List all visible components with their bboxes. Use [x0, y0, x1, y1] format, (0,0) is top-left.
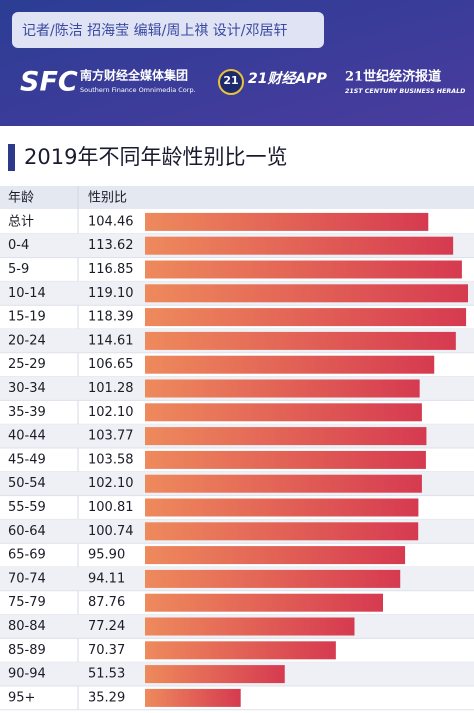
logo-name: 21世纪经济报道	[345, 69, 441, 85]
bar	[145, 474, 422, 493]
category-label: 50-54	[8, 476, 46, 491]
bar	[145, 688, 241, 707]
bar	[145, 450, 426, 469]
value-label: 119.10	[88, 286, 134, 301]
credits-pill	[12, 12, 324, 48]
value-label: 95.90	[88, 548, 125, 563]
bar	[145, 522, 419, 541]
category-label: 25-29	[8, 357, 46, 372]
logo-english: Southern Finance Omnimedia Corp.	[80, 86, 196, 94]
category-label: 30-34	[8, 381, 46, 396]
value-label: 100.81	[88, 500, 134, 515]
bar	[145, 260, 462, 279]
column-header: 年龄	[8, 191, 34, 206]
category-label: 75-79	[8, 595, 46, 610]
bar	[145, 284, 468, 303]
value-label: 100.74	[88, 524, 134, 539]
table-header	[0, 186, 474, 209]
bar	[145, 236, 454, 255]
category-label: 65-69	[8, 548, 46, 563]
value-label: 103.77	[88, 429, 134, 444]
value-label: 35.29	[88, 690, 125, 705]
bar	[145, 379, 420, 398]
chart-title: 2019年不同年龄性别比一览	[24, 145, 287, 169]
value-label: 113.62	[88, 238, 134, 253]
bar	[145, 569, 401, 588]
value-label: 102.10	[88, 476, 134, 491]
category-label: 40-44	[8, 429, 46, 444]
logo-english: 21ST CENTURY BUSINESS HERALD	[345, 88, 465, 95]
title-marker	[8, 144, 15, 171]
value-label: 118.39	[88, 310, 134, 325]
bar	[145, 308, 467, 327]
logo-mark: SFC	[20, 67, 78, 98]
bar	[145, 641, 336, 660]
logo-name: 南方财经全媒体集团	[80, 68, 188, 83]
category-label: 85-89	[8, 643, 46, 658]
value-label: 94.11	[88, 571, 125, 586]
value-label: 106.65	[88, 357, 134, 372]
bar	[145, 331, 456, 350]
bar	[145, 546, 406, 565]
category-label: 95+	[8, 690, 35, 705]
value-label: 102.10	[88, 405, 134, 420]
category-label: 35-39	[8, 405, 46, 420]
category-label: 0-4	[8, 238, 29, 253]
category-label: 70-74	[8, 571, 46, 586]
column-header: 性别比	[88, 191, 127, 206]
category-label: 5-9	[8, 262, 29, 277]
category-label: 20-24	[8, 333, 46, 348]
category-label: 总计	[8, 214, 34, 229]
category-label: 45-49	[8, 452, 46, 467]
value-label: 77.24	[88, 619, 125, 634]
bar	[145, 355, 435, 374]
logo-name: 21财经APP	[248, 70, 328, 87]
bar	[145, 427, 427, 446]
category-label: 60-64	[8, 524, 46, 539]
category-label: 15-19	[8, 310, 46, 325]
category-label: 10-14	[8, 286, 46, 301]
category-label: 90-94	[8, 667, 46, 682]
bar	[145, 403, 422, 422]
logo-badge: 21	[223, 74, 238, 87]
value-label: 87.76	[88, 595, 125, 610]
value-label: 114.61	[88, 333, 134, 348]
category-label: 55-59	[8, 500, 46, 515]
value-label: 103.58	[88, 452, 134, 467]
credits: 记者/陈洁 招海莹 编辑/周上祺 设计/邓居轩	[22, 22, 288, 39]
bar	[145, 617, 355, 636]
logo-badge-circle	[218, 69, 244, 95]
category-label: 80-84	[8, 619, 46, 634]
value-label: 116.85	[88, 262, 134, 277]
bar	[145, 665, 285, 684]
value-label: 104.46	[88, 214, 134, 229]
value-label: 51.53	[88, 667, 125, 682]
bar	[145, 593, 384, 612]
value-label: 101.28	[88, 381, 134, 396]
bar	[145, 498, 419, 517]
value-label: 70.37	[88, 643, 125, 658]
bar	[145, 212, 429, 231]
